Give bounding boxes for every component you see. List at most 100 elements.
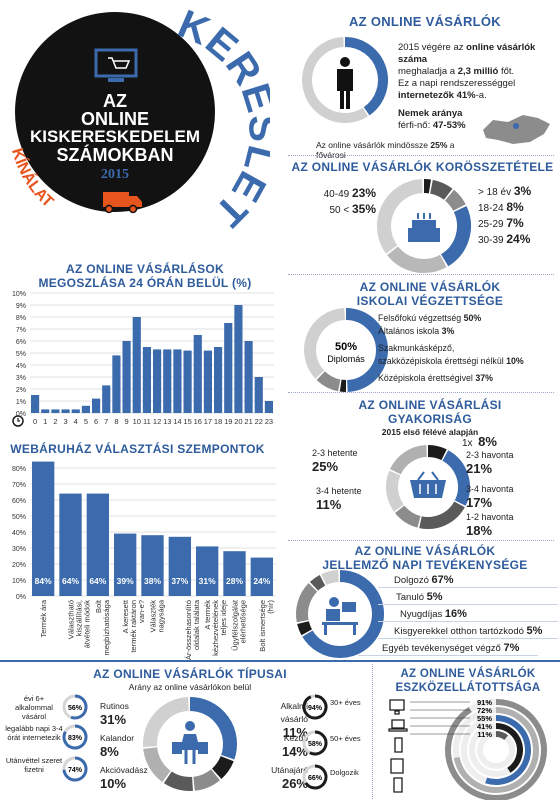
hour-bar — [234, 305, 243, 413]
badge-value: 66% — [308, 775, 323, 782]
x-tick-label: 11 — [143, 417, 151, 426]
education-item: szakközépiskola érettségi nélkül 10% — [378, 356, 524, 366]
badge-arc — [62, 756, 88, 782]
hour-bar — [71, 409, 80, 413]
devices-chart: 91%72%55%41%11% — [388, 698, 547, 800]
hour-bar — [132, 317, 141, 413]
y-tick-label: 6% — [16, 339, 26, 346]
divider — [0, 660, 560, 662]
age-right-item: 30-39 24% — [478, 232, 531, 246]
act-title-2: JELLEMZŐ NAPI TEVÉKENYSÉGE — [322, 558, 528, 572]
badge-arc — [304, 764, 328, 790]
hour-bar — [224, 323, 233, 413]
online-shoppers-title: AZ ONLINE VÁSÁRLÓK — [348, 14, 501, 29]
device-ring — [495, 723, 523, 773]
types-left-item: évi 6+ alkalommal vásárol — [15, 694, 53, 721]
header-line2: ONLINE — [80, 109, 149, 129]
divider — [288, 392, 554, 393]
divider — [288, 155, 554, 156]
frequency-donut — [386, 445, 470, 529]
freq-title-1: AZ ONLINE VÁSÁRLÁSI — [358, 398, 502, 412]
education-item: Szakmunkásképző, — [378, 343, 455, 353]
criteria-bar — [141, 535, 164, 596]
type-item: Kalandor 8% — [100, 733, 135, 759]
x-tick-label: 20 — [234, 417, 242, 426]
badge-arc — [302, 694, 328, 720]
vertical-divider — [372, 664, 373, 799]
clock-icon — [12, 415, 24, 427]
edu-donut-slice — [316, 371, 341, 392]
freq-donut-slice — [419, 501, 465, 529]
criteria-bar — [59, 493, 82, 596]
badge-value: 58% — [308, 741, 323, 748]
header-line1: AZ — [103, 91, 127, 111]
age-left-item: 50 < 35% — [329, 202, 376, 216]
criteria-category-label: Választéknagysága — [149, 599, 166, 632]
freq-donut-slice — [427, 445, 447, 461]
budapest-a: Az online vásárlók mindössze — [316, 140, 428, 150]
criteria-value-label: 39% — [117, 576, 134, 586]
activity-item: Egyéb tevékenységet végző 7% — [382, 642, 520, 654]
activity-row-line — [378, 621, 558, 622]
age-right-item: 18-24 8% — [478, 200, 524, 214]
device-value: 41% — [477, 722, 492, 731]
x-tick-label: 2 — [53, 417, 57, 426]
types-left-badge: 56% — [62, 694, 88, 720]
hour-bar — [193, 335, 202, 413]
criteria-value-label: 84% — [35, 576, 52, 586]
criteria-category-label: Termék ára — [39, 599, 48, 637]
freq-donut-slice — [389, 445, 428, 475]
hourly-title-1: AZ ONLINE VÁSÁRLÁSOK — [65, 262, 224, 276]
act-donut-slice — [321, 570, 340, 586]
x-tick-label: 0 — [33, 417, 37, 426]
activity-item: Kisgyerekkel otthon tartózkodó 5% — [394, 625, 543, 637]
y-tick-label: 9% — [16, 303, 26, 310]
dev-title-2: ESZKÖZELLÁTOTTSÁGA — [395, 682, 541, 694]
types-donut-slice — [163, 771, 193, 791]
type-item: Utánajáró 26% — [271, 765, 308, 791]
y-tick-label: 1% — [16, 399, 26, 406]
y-tick-label: 30% — [12, 546, 26, 553]
criteria-value-label: 28% — [226, 576, 243, 586]
types-left-badge: 74% — [62, 756, 88, 782]
gender-value: 47-53% — [432, 120, 466, 131]
freq-item-3-4-havonta: 3-4 havonta 17% — [466, 484, 514, 510]
education-list: Felsőfokú végzettség 50% Általános iskola… — [378, 312, 558, 385]
age-donut — [377, 179, 471, 273]
desktop-icon — [389, 699, 405, 715]
y-tick-label: 2% — [16, 387, 26, 394]
activity-item: Tanuló 5% — [396, 591, 443, 603]
y-tick-label: 5% — [16, 351, 26, 358]
os-text1a: 2015 végére az — [398, 42, 464, 53]
x-tick-label: 3 — [63, 417, 67, 426]
criteria-bar — [168, 536, 191, 596]
types-donut-slice — [193, 769, 220, 791]
x-tick-label: 7 — [104, 417, 108, 426]
budapest-text: Az online vásárlók mindössze 25% a fővár… — [316, 140, 486, 160]
header-year: 2015 — [101, 167, 129, 182]
hungary-map-icon — [483, 115, 550, 144]
x-tick-label: 9 — [124, 417, 128, 426]
truck-icon — [103, 192, 142, 214]
types-left-item: Utánvéttel szeret fizetni — [5, 756, 63, 774]
criteria-value-label: 38% — [144, 576, 161, 586]
activity-title: AZ ONLINE VÁSÁRLÓK JELLEMZŐ NAPI TEVÉKEN… — [290, 544, 560, 572]
activity-row-line — [378, 604, 558, 605]
x-tick-label: 16 — [194, 417, 202, 426]
x-tick-label: 17 — [204, 417, 212, 426]
badge-value: 74% — [68, 767, 83, 774]
hour-bar — [112, 355, 121, 413]
hour-bar — [102, 385, 111, 413]
os-text2b: 2,3 millió — [457, 66, 499, 77]
x-tick-label: 1 — [43, 417, 47, 426]
shoppers-donut-slice — [302, 37, 369, 123]
x-tick-label: 12 — [153, 417, 161, 426]
activity-item: Dolgozó 67% — [394, 574, 454, 586]
hour-bar — [214, 347, 223, 413]
hour-bar — [142, 347, 151, 413]
age-donut-slice — [377, 179, 424, 254]
header-line4: SZÁMOKBAN — [56, 145, 174, 165]
types-right-badge: 94% — [302, 694, 328, 720]
freq-item-3-4-hetente: 3-4 hetente 11% — [316, 486, 362, 512]
criteria-title: WEBÁRUHÁZ VÁLASZTÁSI SZEMPONTOK — [10, 442, 265, 456]
